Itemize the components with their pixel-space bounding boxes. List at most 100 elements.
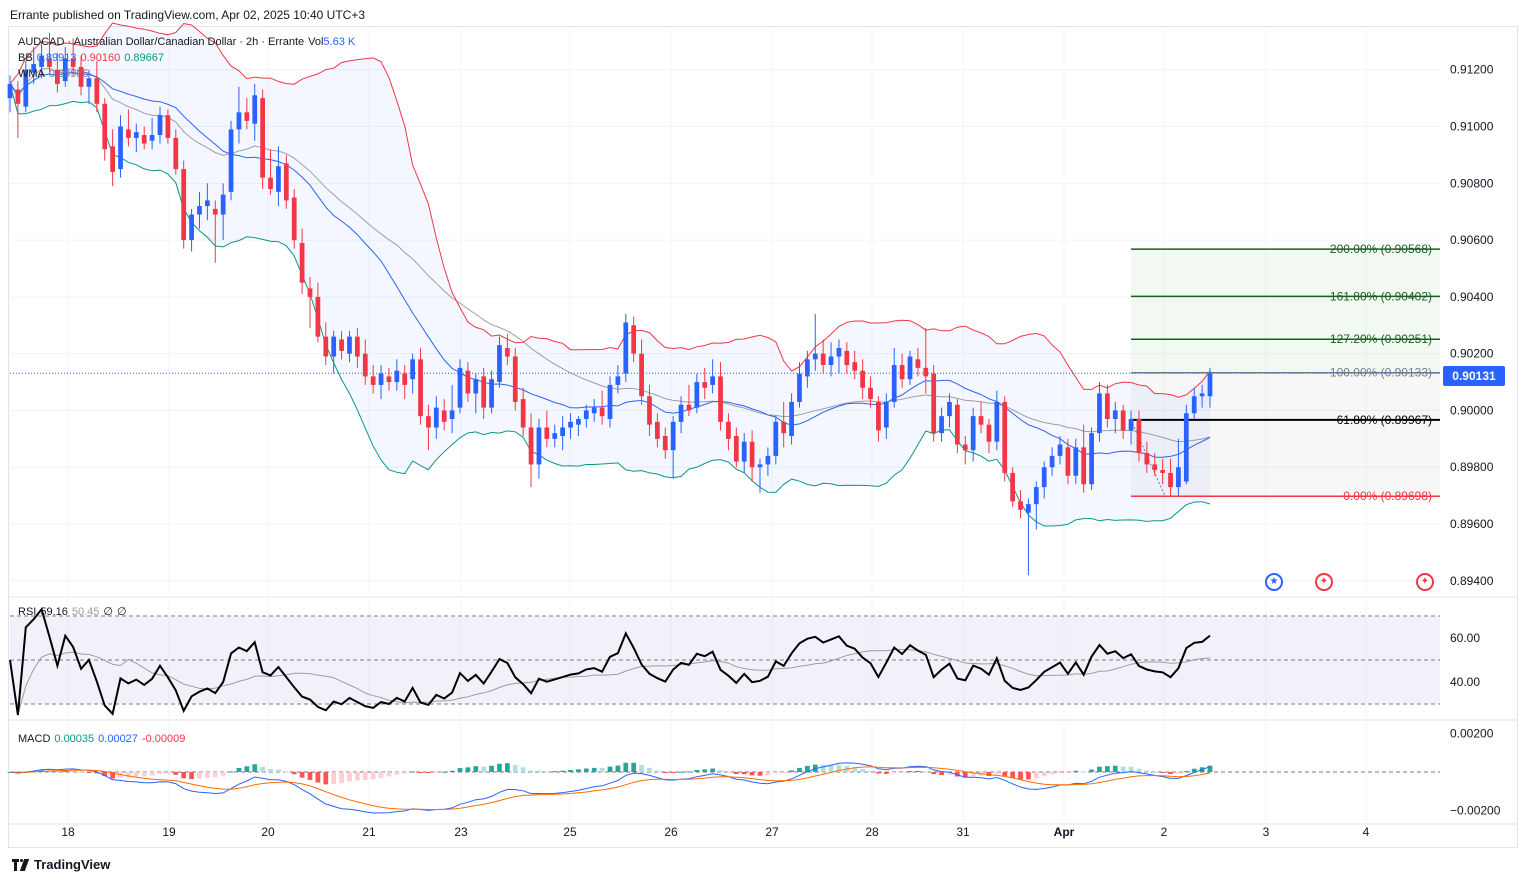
macd-histogram-bar [1105, 766, 1110, 772]
candle-body [852, 362, 858, 371]
macd-histogram-bar [868, 770, 873, 772]
candle-body [291, 197, 297, 241]
bb-fill [10, 23, 1210, 526]
candle-body [947, 401, 952, 417]
candle-body [607, 384, 613, 419]
macd-histogram-bar [473, 766, 479, 772]
candle-body [505, 347, 510, 357]
candle-body [276, 166, 281, 192]
time-tick-label: 18 [61, 825, 75, 839]
macd-histogram-bar [370, 772, 376, 780]
macd-histogram-bar [1160, 772, 1165, 773]
candle-body [39, 55, 44, 67]
candle-body [260, 98, 265, 178]
macd-histogram-bar [623, 762, 629, 772]
candle-body [710, 376, 715, 385]
candle-body [994, 401, 1000, 442]
macd-tick-label: −0.00200 [1450, 803, 1501, 817]
candle-body [378, 373, 384, 385]
macd-histogram-bar [1144, 770, 1150, 772]
macd-histogram-bar [1073, 770, 1079, 772]
candle-body [860, 370, 865, 388]
ca-event-icon-2[interactable]: ✦ [1416, 573, 1434, 591]
au-event-icon[interactable]: ★ [1265, 573, 1283, 591]
macd-label[interactable]: MACD [18, 733, 51, 745]
macd-histogram-bar [441, 771, 447, 773]
macd-histogram-bar [599, 767, 605, 772]
candle-body [55, 69, 60, 84]
macd-histogram-bar [647, 767, 652, 772]
macd-histogram-bar [149, 772, 155, 776]
macd-histogram-bar [410, 771, 415, 773]
macd-histogram-bar [962, 772, 968, 778]
candle-body [615, 376, 621, 385]
macd-histogram-bar [165, 772, 171, 774]
candle-body [433, 407, 439, 428]
fib-level-label: 161.80% (0.90402) [1330, 289, 1432, 303]
candle-body [907, 356, 913, 380]
candle-body [576, 418, 581, 425]
candle-body [212, 208, 218, 215]
candle-body [78, 66, 84, 87]
candle-body [670, 421, 676, 451]
macd-histogram-bar [678, 771, 684, 773]
macd-line [9, 762, 1211, 814]
macd-histogram-bar [836, 764, 842, 772]
macd-histogram-bar [1097, 766, 1102, 772]
candle-body [1057, 444, 1063, 456]
candle-body [481, 376, 487, 408]
candle-body [623, 322, 629, 374]
candle-body [62, 58, 68, 82]
candle-body [315, 296, 321, 337]
macd-histogram-bar [1057, 772, 1063, 773]
macd-histogram-bar [749, 772, 755, 776]
macd-histogram-bar [1152, 771, 1158, 773]
candle-body [47, 58, 52, 67]
time-tick-label: 31 [956, 825, 970, 839]
candle-body [1183, 413, 1189, 482]
macd-histogram-bar [157, 772, 163, 774]
macd-histogram-bar [291, 772, 297, 775]
candle-body [362, 353, 368, 377]
candle-body [410, 359, 415, 380]
candle-body [1018, 501, 1023, 510]
bb-label[interactable]: BB [18, 52, 33, 64]
time-tick-label: 21 [362, 825, 376, 839]
candle-body [70, 58, 76, 67]
price-tick-label: 0.90400 [1450, 290, 1494, 304]
candle-body [323, 336, 329, 357]
macd-histogram-bar [212, 772, 218, 778]
macd-histogram-bar [615, 765, 621, 772]
macd-histogram-bar [181, 772, 187, 779]
macd-histogram-bar [489, 765, 494, 772]
macd-histogram-bar [1191, 768, 1197, 772]
candle-body [347, 336, 352, 354]
macd-histogram-bar [1089, 769, 1094, 772]
macd-histogram-bar [197, 772, 202, 779]
macd-histogram-bar [583, 768, 589, 772]
rsi-label[interactable]: RSI [18, 606, 37, 618]
candle-body [647, 396, 652, 425]
symbol-title[interactable]: AUDCAD · Australian Dollar/Canadian Doll… [18, 36, 305, 48]
candle-body [465, 370, 471, 394]
time-tick-label: 20 [261, 825, 275, 839]
macd-histogram-bar [765, 772, 771, 776]
macd-histogram-bar [331, 772, 337, 784]
macd-histogram-bar [1041, 772, 1047, 777]
vol-label: Vol [308, 36, 324, 48]
candle-body [1152, 464, 1158, 471]
macd-histogram-bar [228, 771, 234, 773]
candle-body [1041, 467, 1047, 488]
candle-body [331, 336, 337, 357]
bb-basis-value: 0.89913 [36, 52, 77, 64]
macd-histogram-bar [512, 764, 518, 772]
candle-body [7, 83, 13, 99]
ca-event-icon[interactable]: ✦ [1315, 573, 1333, 591]
main-legend: AUDCAD · Australian Dollar/Canadian Doll… [18, 34, 359, 82]
macd-histogram-bar [94, 772, 100, 774]
macd-histogram-bar [1183, 771, 1189, 773]
candle-body [31, 64, 37, 73]
wma-label[interactable]: WMA [18, 68, 45, 80]
macd-histogram-bar [931, 772, 937, 775]
